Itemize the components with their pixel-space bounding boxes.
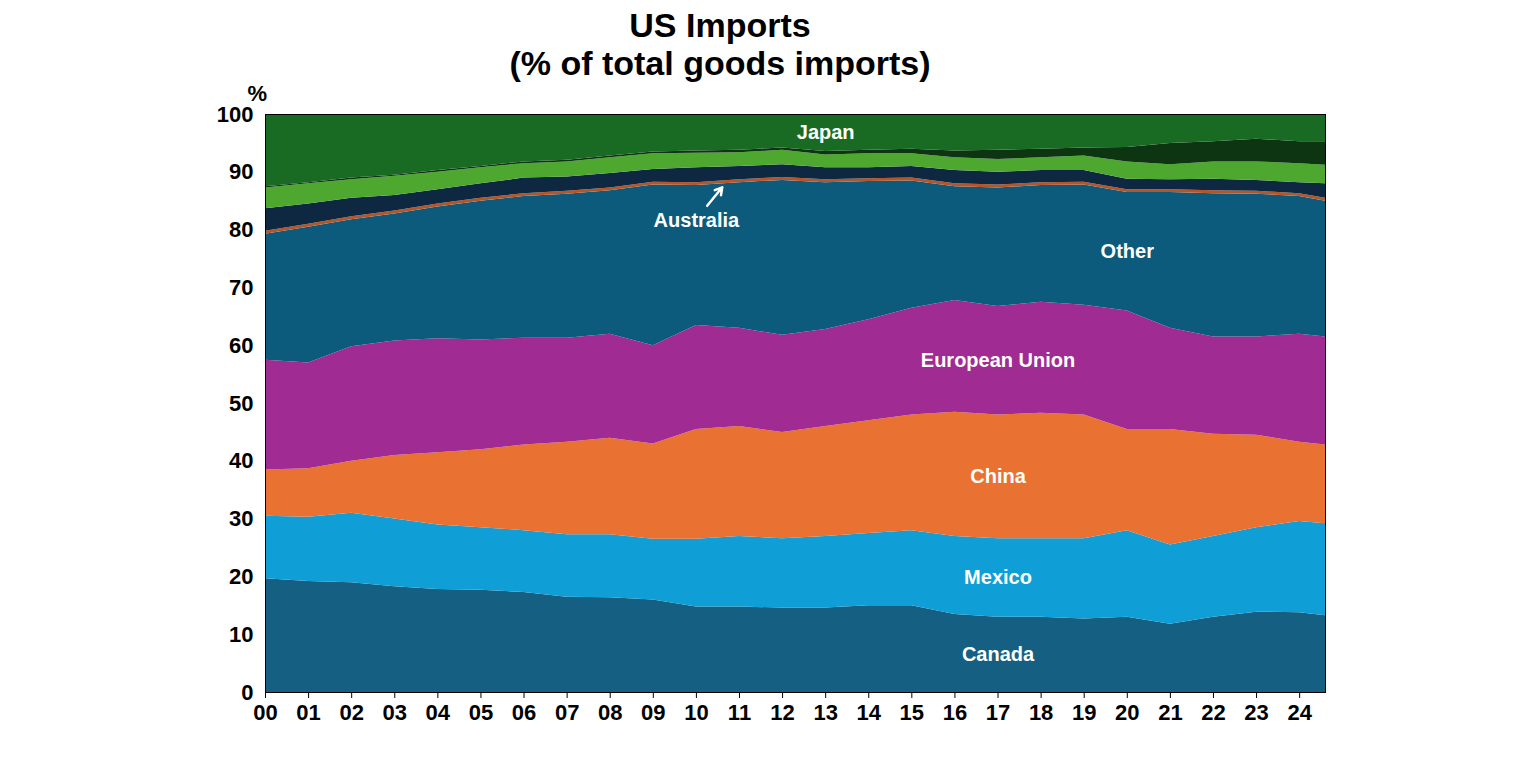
svg-text:60: 60 [229, 333, 253, 358]
svg-text:17: 17 [986, 700, 1010, 725]
svg-text:19: 19 [1072, 700, 1096, 725]
svg-text:European Union: European Union [921, 349, 1075, 371]
svg-text:24: 24 [1287, 700, 1312, 725]
svg-text:10: 10 [684, 700, 708, 725]
svg-text:00: 00 [253, 700, 277, 725]
svg-text:06: 06 [512, 700, 536, 725]
svg-text:%: % [248, 82, 268, 106]
svg-text:10: 10 [229, 622, 253, 647]
svg-text:07: 07 [555, 700, 579, 725]
svg-text:18: 18 [1029, 700, 1053, 725]
svg-text:70: 70 [229, 275, 253, 300]
svg-text:Mexico: Mexico [964, 566, 1032, 588]
svg-text:20: 20 [1115, 700, 1139, 725]
svg-text:0: 0 [241, 680, 253, 705]
svg-text:15: 15 [900, 700, 924, 725]
svg-text:90: 90 [229, 159, 253, 184]
svg-text:12: 12 [770, 700, 794, 725]
svg-text:02: 02 [339, 700, 363, 725]
svg-text:Canada: Canada [962, 643, 1035, 665]
svg-text:30: 30 [229, 506, 253, 531]
svg-text:03: 03 [383, 700, 407, 725]
svg-text:80: 80 [229, 217, 253, 242]
svg-text:50: 50 [229, 391, 253, 416]
svg-text:21: 21 [1158, 700, 1182, 725]
html-text:(% of total goods imports): (% of total goods imports) [509, 44, 931, 82]
svg-text:100: 100 [216, 101, 254, 127]
svg-text:11: 11 [728, 700, 751, 725]
svg-text:China: China [970, 465, 1026, 487]
svg-text:Australia: Australia [654, 209, 740, 231]
svg-text:01: 01 [296, 700, 320, 725]
svg-text:16: 16 [943, 700, 967, 725]
svg-text:Other: Other [1101, 240, 1155, 262]
svg-text:04: 04 [426, 700, 451, 725]
svg-text:05: 05 [469, 700, 493, 725]
svg-text:40: 40 [229, 448, 253, 473]
svg-text:22: 22 [1201, 700, 1225, 725]
html-text:US Imports: US Imports [629, 6, 811, 44]
svg-text:23: 23 [1244, 700, 1268, 725]
svg-text:Japan: Japan [797, 121, 855, 143]
svg-text:08: 08 [598, 700, 622, 725]
svg-text:14: 14 [857, 700, 882, 725]
svg-text:13: 13 [813, 700, 837, 725]
svg-text:20: 20 [229, 564, 253, 589]
svg-text:09: 09 [641, 700, 665, 725]
